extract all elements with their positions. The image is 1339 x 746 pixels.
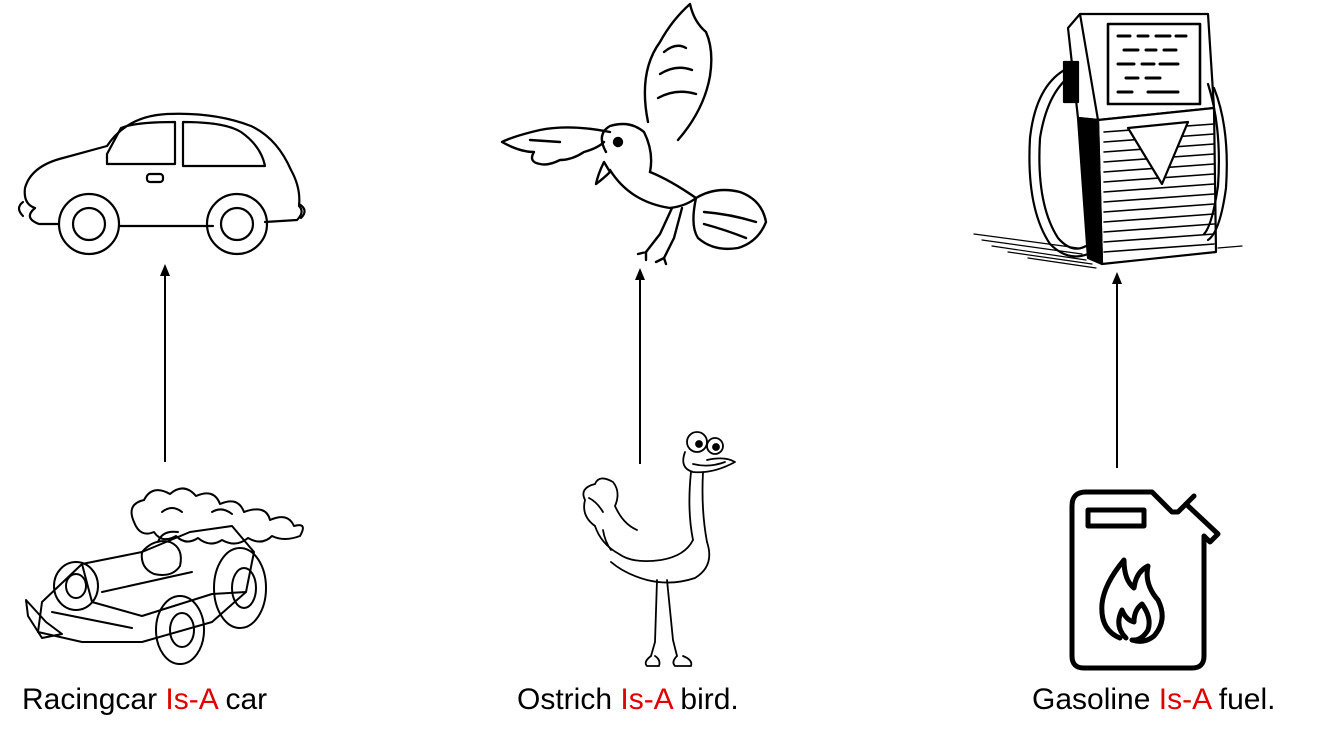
caption-ostrich: Ostrich Is-A bird. (517, 680, 739, 720)
caption-subject: Ostrich (517, 683, 613, 716)
caption-relation: Is-A (165, 683, 218, 716)
caption-subject: Gasoline (1032, 683, 1151, 716)
caption-gasoline: Gasoline Is-A fuel. (1032, 680, 1276, 720)
caption-subject: Racingcar (22, 683, 158, 716)
caption-racingcar: Racingcar Is-A car (22, 680, 267, 720)
is-a-arrow-2 (630, 266, 650, 471)
caption-relation: Is-A (620, 683, 673, 716)
fuel-pump-icon (968, 8, 1248, 270)
car-icon (15, 108, 310, 258)
caption-object: fuel. (1218, 683, 1276, 716)
is-a-arrow-3 (1107, 270, 1127, 475)
caption-object: bird. (680, 683, 739, 716)
caption-relation: Is-A (1158, 683, 1211, 716)
is-a-arrow-1 (155, 262, 175, 469)
bird-icon (500, 2, 772, 266)
racing-car-icon (22, 482, 307, 672)
gasoline-can-icon (1068, 488, 1224, 672)
ostrich-icon (575, 430, 740, 670)
caption-object: car (225, 683, 268, 716)
